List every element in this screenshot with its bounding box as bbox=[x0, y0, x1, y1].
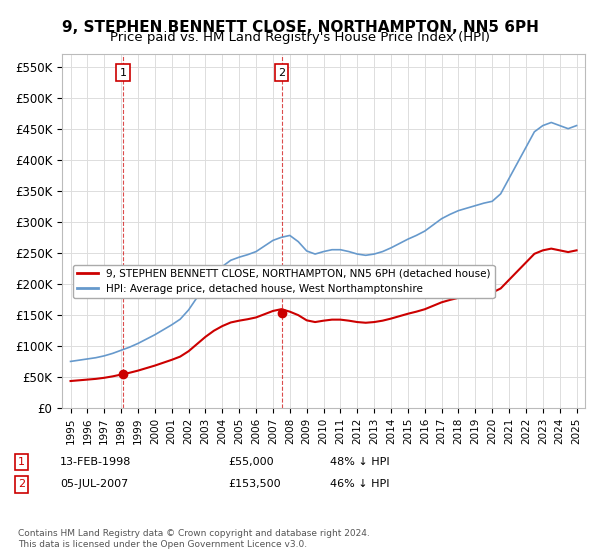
Text: 1: 1 bbox=[18, 457, 25, 467]
Text: 13-FEB-1998: 13-FEB-1998 bbox=[60, 457, 131, 467]
Text: 48% ↓ HPI: 48% ↓ HPI bbox=[330, 457, 389, 467]
Text: 05-JUL-2007: 05-JUL-2007 bbox=[60, 479, 128, 489]
Text: 1: 1 bbox=[119, 68, 127, 78]
Text: £153,500: £153,500 bbox=[228, 479, 281, 489]
Text: 2: 2 bbox=[278, 68, 285, 78]
Text: £55,000: £55,000 bbox=[228, 457, 274, 467]
Text: Price paid vs. HM Land Registry's House Price Index (HPI): Price paid vs. HM Land Registry's House … bbox=[110, 31, 490, 44]
Text: Contains HM Land Registry data © Crown copyright and database right 2024.
This d: Contains HM Land Registry data © Crown c… bbox=[18, 529, 370, 549]
Legend: 9, STEPHEN BENNETT CLOSE, NORTHAMPTON, NN5 6PH (detached house), HPI: Average pr: 9, STEPHEN BENNETT CLOSE, NORTHAMPTON, N… bbox=[73, 264, 494, 298]
Text: 9, STEPHEN BENNETT CLOSE, NORTHAMPTON, NN5 6PH: 9, STEPHEN BENNETT CLOSE, NORTHAMPTON, N… bbox=[62, 20, 538, 35]
Text: 2: 2 bbox=[18, 479, 25, 489]
Text: 46% ↓ HPI: 46% ↓ HPI bbox=[330, 479, 389, 489]
